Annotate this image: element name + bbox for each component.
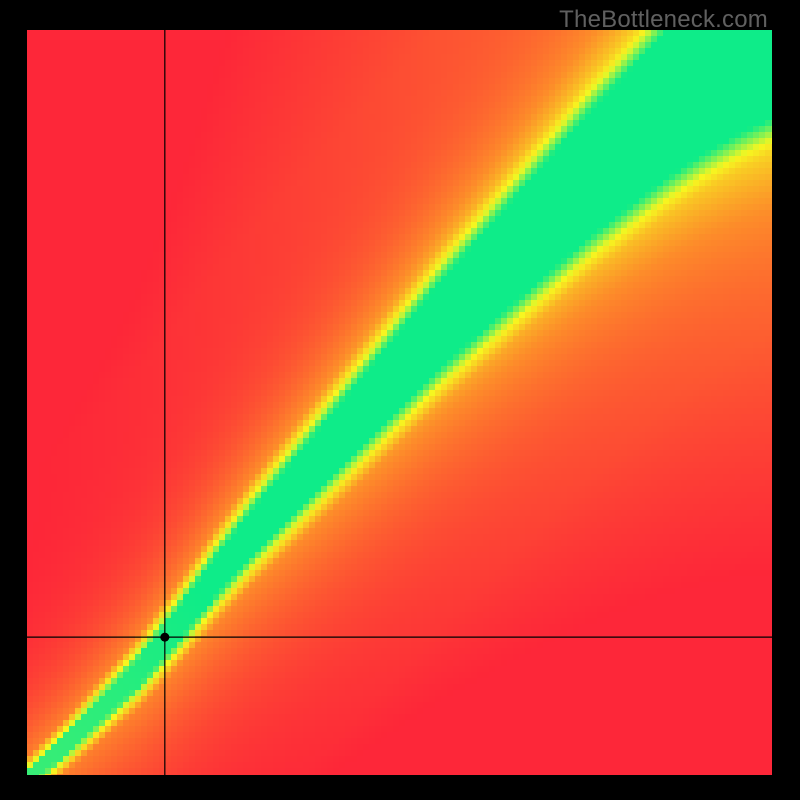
watermark-text: TheBottleneck.com xyxy=(559,6,768,34)
bottleneck-heatmap xyxy=(0,0,800,800)
chart-frame: TheBottleneck.com xyxy=(0,0,800,800)
